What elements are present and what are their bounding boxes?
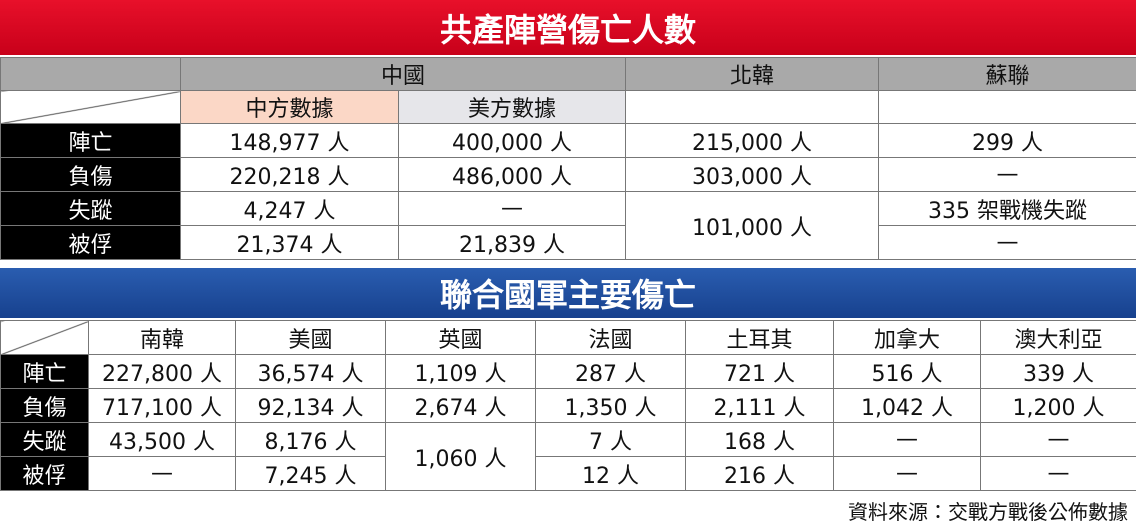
cell: 216 人 [685,456,834,491]
cell: 7 人 [535,422,686,457]
column-header: 加拿大 [833,320,981,355]
cell: — [980,422,1136,457]
cell: 2,111 人 [685,388,834,423]
row-label: 失蹤 [0,422,89,457]
cell: 101,000 人 [625,191,880,260]
header-cell: 中國 [179,57,627,91]
cell: 2,674 人 [385,388,536,423]
cell: 721 人 [685,354,834,389]
cell: 12 人 [535,456,686,491]
cell: 400,000 人 [397,123,627,158]
row-label: 陣亡 [0,123,181,158]
cell: — [878,157,1136,192]
empty-cell [625,90,880,124]
cell: 1,109 人 [385,354,536,389]
cell: — [980,456,1136,491]
cell: — [397,191,627,226]
cell: 717,100 人 [88,388,236,423]
column-header: 英國 [385,320,536,355]
cell: 1,060 人 [385,422,536,491]
cell: 21,839 人 [397,225,627,260]
cell: 486,000 人 [397,157,627,192]
column-header: 南韓 [88,320,236,355]
cell: 43,500 人 [88,422,236,457]
cell: 4,247 人 [180,191,399,226]
header-cell: 蘇聯 [878,57,1136,91]
cell: 92,134 人 [235,388,386,423]
cell: 7,245 人 [235,456,386,491]
row-label: 陣亡 [0,354,89,389]
cell: 303,000 人 [625,157,880,192]
cell: 516 人 [833,354,981,389]
row-label: 被俘 [0,456,89,491]
cell: 335 架戰機失蹤 [878,191,1136,226]
cell: 8,176 人 [235,422,386,457]
column-header: 土耳其 [685,320,834,355]
row-label: 負傷 [0,157,181,192]
cell: 168 人 [685,422,834,457]
column-header: 法國 [535,320,686,355]
corner-cell [0,90,181,124]
empty-cell [878,90,1136,124]
column-header: 澳大利亞 [980,320,1136,355]
header-cell [0,57,181,91]
cell: 21,374 人 [180,225,399,260]
cell: — [833,422,981,457]
cell: 1,350 人 [535,388,686,423]
row-label: 被俘 [0,225,181,260]
cell: 287 人 [535,354,686,389]
section-title: 聯合國軍主要傷亡 [0,268,1136,318]
cell: 339 人 [980,354,1136,389]
un-table: 南韓 美國 英國 法國 土耳其 加拿大 澳大利亞 陣亡 227,800 人 36… [0,320,1136,491]
cell: — [878,225,1136,260]
source-header: 美方數據 [397,90,627,124]
cell: 1,200 人 [980,388,1136,423]
source-header: 中方數據 [180,90,399,124]
communist-table: 中國 北韓 蘇聯 中方數據 美方數據 陣亡 148,977 人 400,000 … [0,57,1136,260]
source-note: 資料來源：交戰方戰後公佈數據 [848,500,1128,524]
cell: 215,000 人 [625,123,880,158]
cell: 36,574 人 [235,354,386,389]
section-title: 共產陣營傷亡人數 [0,0,1136,55]
cell: 227,800 人 [88,354,236,389]
cell: 299 人 [878,123,1136,158]
row-label: 負傷 [0,388,89,423]
cell: 148,977 人 [180,123,399,158]
cell: — [833,456,981,491]
cell: 1,042 人 [833,388,981,423]
cell: — [88,456,236,491]
header-cell: 北韓 [625,57,880,91]
cell: 220,218 人 [180,157,399,192]
corner-cell [0,320,89,355]
row-label: 失蹤 [0,191,181,226]
column-header: 美國 [235,320,386,355]
